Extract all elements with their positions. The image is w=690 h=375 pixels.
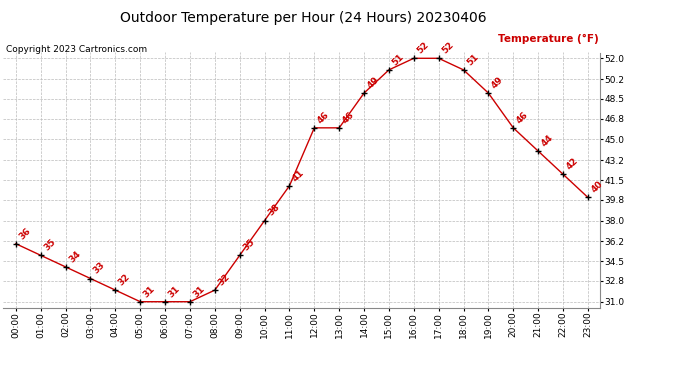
Text: Outdoor Temperature per Hour (24 Hours) 20230406: Outdoor Temperature per Hour (24 Hours) …	[120, 11, 487, 25]
Text: 46: 46	[515, 110, 530, 125]
Text: 33: 33	[92, 261, 107, 276]
Text: 49: 49	[366, 75, 381, 90]
Text: 32: 32	[117, 272, 132, 287]
Text: 32: 32	[216, 272, 231, 287]
Text: Copyright 2023 Cartronics.com: Copyright 2023 Cartronics.com	[6, 45, 147, 54]
Text: 49: 49	[490, 75, 505, 90]
Text: 41: 41	[290, 168, 306, 183]
Text: 52: 52	[440, 40, 455, 56]
Text: 31: 31	[141, 284, 157, 299]
Text: 36: 36	[17, 226, 32, 241]
Text: 42: 42	[564, 156, 580, 171]
Text: 46: 46	[316, 110, 331, 125]
Text: Temperature (°F): Temperature (°F)	[498, 34, 599, 44]
Text: 34: 34	[67, 249, 82, 264]
Text: 51: 51	[465, 52, 480, 67]
Text: 31: 31	[191, 284, 206, 299]
Text: 40: 40	[589, 179, 604, 195]
Text: 31: 31	[166, 284, 181, 299]
Text: 52: 52	[415, 40, 431, 56]
Text: 35: 35	[42, 237, 57, 253]
Text: 44: 44	[540, 133, 555, 148]
Text: 51: 51	[391, 52, 406, 67]
Text: 35: 35	[241, 237, 256, 253]
Text: 38: 38	[266, 202, 281, 218]
Text: 46: 46	[341, 110, 356, 125]
